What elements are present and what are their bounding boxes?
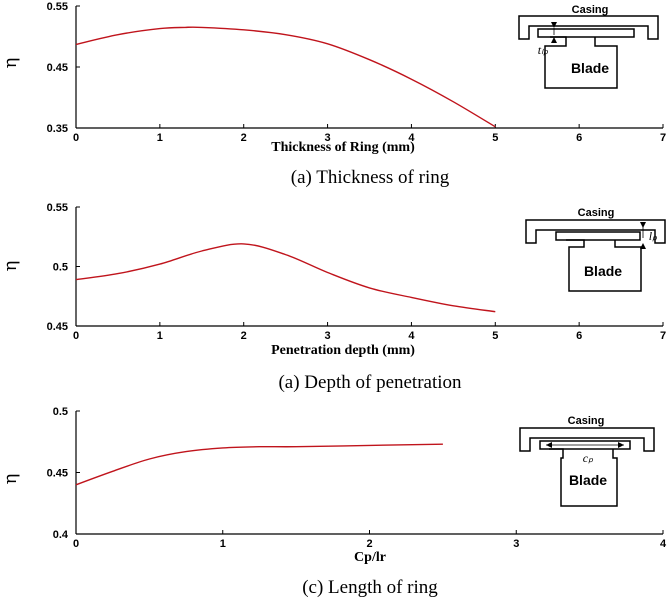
x-tick-label: 1 <box>220 538 226 550</box>
x-tick-label: 3 <box>325 132 331 144</box>
schematic-symbol: lₚ <box>649 229 658 243</box>
casing-shape <box>518 15 659 40</box>
x-tick-label: 6 <box>576 132 582 144</box>
x-tick-label: 0 <box>73 132 79 144</box>
y-tick-label: 0.55 <box>47 202 68 214</box>
axes <box>75 5 664 129</box>
chart-penetration-depth: 0 1 2 3 4 5 6 7 0.45 0.5 0.55 η Penetration depth… <box>0 202 666 393</box>
y-tick-label: 0.45 <box>47 321 68 333</box>
x-tick-labels: 0 1 2 3 4 <box>73 538 667 550</box>
arrow-up-icon <box>640 243 646 249</box>
x-tick-label: 7 <box>660 330 666 342</box>
x-tick-label: 2 <box>366 538 372 550</box>
schematic-symbol: tₗₚ <box>538 43 549 57</box>
x-tick-labels: 0 1 2 3 4 5 6 7 <box>73 132 666 144</box>
y-tick-label: 0.45 <box>47 62 68 74</box>
arrow-up-icon <box>551 37 557 43</box>
caption: (c) Length of ring <box>302 577 438 598</box>
y-tick-labels: 0.35 0.45 0.55 <box>47 1 68 135</box>
arrow-right-icon <box>618 442 624 448</box>
x-tick-label: 4 <box>408 132 415 144</box>
x-tick-label: 6 <box>576 330 582 342</box>
x-tick-label: 1 <box>157 132 163 144</box>
x-tick-label: 0 <box>73 330 79 342</box>
axes <box>75 206 664 327</box>
chart-length-of-ring: 0 1 2 3 4 0.4 0.45 0.5 η Cp/lr (c) Length of r… <box>0 406 667 598</box>
x-tick-label: 4 <box>660 538 667 550</box>
x-tick-label: 0 <box>73 538 79 550</box>
axes <box>75 410 664 535</box>
ring-shape <box>555 231 641 241</box>
arrow-left-icon <box>546 442 552 448</box>
arrow-down-icon <box>551 22 557 28</box>
schematic-casing-label: Casing <box>572 4 609 16</box>
schematic-casing-label: Casing <box>568 415 605 427</box>
arrow-down-icon <box>640 222 646 228</box>
ring-shape <box>539 440 631 450</box>
schematic-diagram <box>519 427 655 507</box>
y-tick-label: 0.4 <box>53 529 69 541</box>
chart-thickness-of-ring: 0 1 2 3 4 5 6 7 0.35 0.45 0.55 η Thickness of Rin… <box>0 1 666 188</box>
x-tick-label: 7 <box>660 132 666 144</box>
x-tick-label: 4 <box>408 330 415 342</box>
ring-shape <box>537 28 635 38</box>
series-line <box>75 243 496 313</box>
x-axis-label: Thickness of Ring (mm) <box>271 140 415 155</box>
schematic-diagram <box>518 15 659 89</box>
x-tick-labels: 0 1 2 3 4 5 6 7 <box>73 330 666 342</box>
x-tick-label: 3 <box>513 538 519 550</box>
x-tick-label: 2 <box>241 330 247 342</box>
y-tick-label: 0.55 <box>47 1 68 13</box>
schematic-blade-label: Blade <box>571 60 609 76</box>
x-tick-label: 5 <box>492 132 498 144</box>
x-tick-label: 3 <box>325 330 331 342</box>
schematic-diagram <box>525 219 666 292</box>
y-tick-label: 0.35 <box>47 123 68 135</box>
y-tick-labels: 0.4 0.45 0.5 <box>47 406 69 541</box>
blade-shape <box>544 36 618 89</box>
x-axis-label: Penetration depth (mm) <box>271 343 415 358</box>
y-tick-label: 0.5 <box>53 406 68 418</box>
y-axis-label: η <box>0 261 21 272</box>
casing-shape <box>525 219 666 244</box>
y-tick-labels: 0.45 0.5 0.55 <box>47 202 68 333</box>
caption: (a) Thickness of ring <box>291 167 450 188</box>
schematic-blade-label: Blade <box>584 263 622 279</box>
series-line <box>75 443 443 486</box>
schematic-casing-label: Casing <box>578 207 615 219</box>
blade-shape <box>566 239 642 292</box>
casing-shape <box>519 427 655 452</box>
x-tick-label: 2 <box>241 132 247 144</box>
y-axis-label: η <box>0 474 21 485</box>
y-tick-label: 0.5 <box>53 262 68 274</box>
x-tick-label: 1 <box>157 330 163 342</box>
y-axis-label: η <box>0 58 21 69</box>
y-tick-label: 0.45 <box>47 468 68 480</box>
series-line <box>75 26 496 128</box>
schematic-symbol: cₚ <box>583 451 594 465</box>
x-tick-label: 5 <box>492 330 498 342</box>
caption: (a) Depth of penetration <box>278 372 462 393</box>
blade-shape <box>549 448 618 507</box>
x-axis-label: Cp/lr <box>354 550 386 565</box>
schematic-blade-label: Blade <box>569 472 607 488</box>
